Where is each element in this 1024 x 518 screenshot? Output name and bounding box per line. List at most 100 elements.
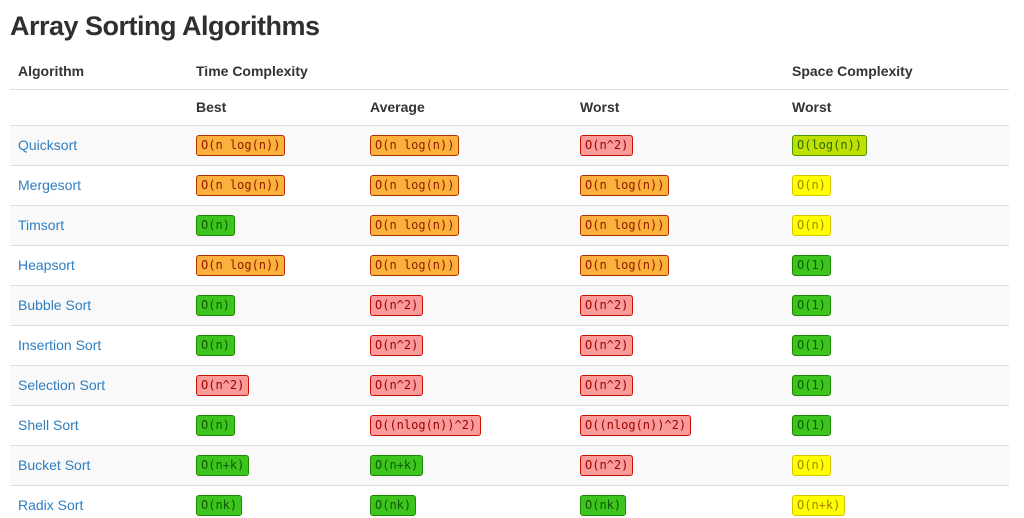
table-body: Quicksort O(n log(n)) O(n log(n)) O(n^2)… xyxy=(10,125,1009,518)
average-cell: O(n^2) xyxy=(362,325,572,366)
algorithm-cell: Mergesort xyxy=(10,165,188,206)
best-cell: O(n) xyxy=(188,405,362,446)
best-cell: O(n^2) xyxy=(188,365,362,406)
complexity-badge-space: O(1) xyxy=(792,255,831,276)
algorithm-link[interactable]: Radix Sort xyxy=(18,497,84,513)
table-row: Timsort O(n) O(n log(n)) O(n log(n)) O(n… xyxy=(10,205,1009,246)
space-cell: O(1) xyxy=(784,405,1009,446)
complexity-badge-space: O(1) xyxy=(792,375,831,396)
table-row: Bucket Sort O(n+k) O(n+k) O(n^2) O(n) xyxy=(10,445,1009,486)
worst-cell: O(n log(n)) xyxy=(572,245,784,286)
column-header-time-complexity: Time Complexity xyxy=(196,63,308,79)
algorithm-cell: Radix Sort xyxy=(10,485,188,518)
space-cell: O(log(n)) xyxy=(784,125,1009,166)
complexity-badge-worst: O((nlog(n))^2) xyxy=(580,415,692,436)
complexity-badge-average: O(n^2) xyxy=(370,335,424,356)
complexity-badge-best: O(n log(n)) xyxy=(196,255,286,276)
table-head: Algorithm Time Complexity Space Complexi… xyxy=(10,54,1009,126)
space-cell: O(1) xyxy=(784,245,1009,286)
worst-cell: O(n^2) xyxy=(572,125,784,166)
average-cell: O(n^2) xyxy=(362,285,572,326)
algorithm-cell: Timsort xyxy=(10,205,188,246)
table-row: Quicksort O(n log(n)) O(n log(n)) O(n^2)… xyxy=(10,125,1009,166)
column-header-best: Best xyxy=(188,89,362,126)
algorithm-link[interactable]: Bubble Sort xyxy=(18,297,92,313)
best-cell: O(n+k) xyxy=(188,445,362,486)
worst-cell: O(nk) xyxy=(572,485,784,518)
space-cell: O(n+k) xyxy=(784,485,1009,518)
complexity-badge-best: O(n+k) xyxy=(196,455,250,476)
worst-cell: O(n^2) xyxy=(572,445,784,486)
best-cell: O(n log(n)) xyxy=(188,165,362,206)
space-cell: O(n) xyxy=(784,165,1009,206)
algorithm-cell: Insertion Sort xyxy=(10,325,188,366)
algorithm-link[interactable]: Heapsort xyxy=(18,257,75,273)
average-cell: O(n^2) xyxy=(362,365,572,406)
complexity-badge-space: O(1) xyxy=(792,335,831,356)
complexity-badge-worst: O(n log(n)) xyxy=(580,255,670,276)
complexity-badge-average: O(n+k) xyxy=(370,455,424,476)
complexity-badge-average: O(n log(n)) xyxy=(370,255,460,276)
complexity-badge-best: O(n^2) xyxy=(196,375,250,396)
complexity-badge-best: O(n) xyxy=(196,415,235,436)
table-row: Shell Sort O(n) O((nlog(n))^2) O((nlog(n… xyxy=(10,405,1009,446)
complexity-badge-worst: O(n log(n)) xyxy=(580,215,670,236)
complexity-badge-space: O(n) xyxy=(792,215,831,236)
worst-cell: O((nlog(n))^2) xyxy=(572,405,784,446)
complexity-badge-worst: O(n^2) xyxy=(580,375,634,396)
complexity-badge-best: O(nk) xyxy=(196,495,243,516)
table-row: Selection Sort O(n^2) O(n^2) O(n^2) O(1) xyxy=(10,365,1009,406)
best-cell: O(n) xyxy=(188,205,362,246)
average-cell: O((nlog(n))^2) xyxy=(362,405,572,446)
array-sorting-table: Algorithm Time Complexity Space Complexi… xyxy=(10,54,1009,518)
complexity-badge-space: O(n) xyxy=(792,175,831,196)
algorithm-cell: Shell Sort xyxy=(10,405,188,446)
complexity-badge-average: O((nlog(n))^2) xyxy=(370,415,482,436)
algorithm-cell: Bucket Sort xyxy=(10,445,188,486)
space-cell: O(1) xyxy=(784,365,1009,406)
algorithm-link[interactable]: Shell Sort xyxy=(18,417,79,433)
complexity-badge-space: O(1) xyxy=(792,295,831,316)
average-cell: O(n log(n)) xyxy=(362,205,572,246)
complexity-badge-best: O(n) xyxy=(196,215,235,236)
complexity-badge-space: O(n+k) xyxy=(792,495,846,516)
table-row: Bubble Sort O(n) O(n^2) O(n^2) O(1) xyxy=(10,285,1009,326)
header-row-cases: Best Average Worst Worst xyxy=(10,89,1009,126)
table-row: Radix Sort O(nk) O(nk) O(nk) O(n+k) xyxy=(10,485,1009,518)
average-cell: O(n log(n)) xyxy=(362,125,572,166)
average-cell: O(n+k) xyxy=(362,445,572,486)
worst-cell: O(n log(n)) xyxy=(572,165,784,206)
best-cell: O(n) xyxy=(188,325,362,366)
algorithm-cell: Heapsort xyxy=(10,245,188,286)
complexity-badge-average: O(n^2) xyxy=(370,295,424,316)
average-cell: O(n log(n)) xyxy=(362,245,572,286)
complexity-badge-best: O(n) xyxy=(196,335,235,356)
algorithm-cell: Bubble Sort xyxy=(10,285,188,326)
algorithm-link[interactable]: Timsort xyxy=(18,217,65,233)
complexity-badge-best: O(n) xyxy=(196,295,235,316)
column-header-average: Average xyxy=(362,89,572,126)
algorithm-cell: Selection Sort xyxy=(10,365,188,406)
algorithm-link[interactable]: Selection Sort xyxy=(18,377,106,393)
complexity-badge-space: O(1) xyxy=(792,415,831,436)
algorithm-link[interactable]: Bucket Sort xyxy=(18,457,91,473)
complexity-badge-worst: O(n^2) xyxy=(580,455,634,476)
complexity-badge-best: O(n log(n)) xyxy=(196,175,286,196)
worst-cell: O(n^2) xyxy=(572,325,784,366)
complexity-badge-average: O(n log(n)) xyxy=(370,135,460,156)
space-cell: O(1) xyxy=(784,285,1009,326)
algorithm-link[interactable]: Mergesort xyxy=(18,177,82,193)
complexity-badge-average: O(n^2) xyxy=(370,375,424,396)
algorithm-link[interactable]: Insertion Sort xyxy=(18,337,102,353)
column-header-worst: Worst xyxy=(572,89,784,126)
best-cell: O(nk) xyxy=(188,485,362,518)
page-title: Array Sorting Algorithms xyxy=(10,11,320,41)
complexity-badge-average: O(nk) xyxy=(370,495,417,516)
column-header-space-complexity: Space Complexity xyxy=(792,63,913,79)
best-cell: O(n) xyxy=(188,285,362,326)
average-cell: O(n log(n)) xyxy=(362,165,572,206)
algorithm-link[interactable]: Quicksort xyxy=(18,137,78,153)
column-header-algorithm: Algorithm xyxy=(18,63,85,79)
worst-cell: O(n^2) xyxy=(572,365,784,406)
